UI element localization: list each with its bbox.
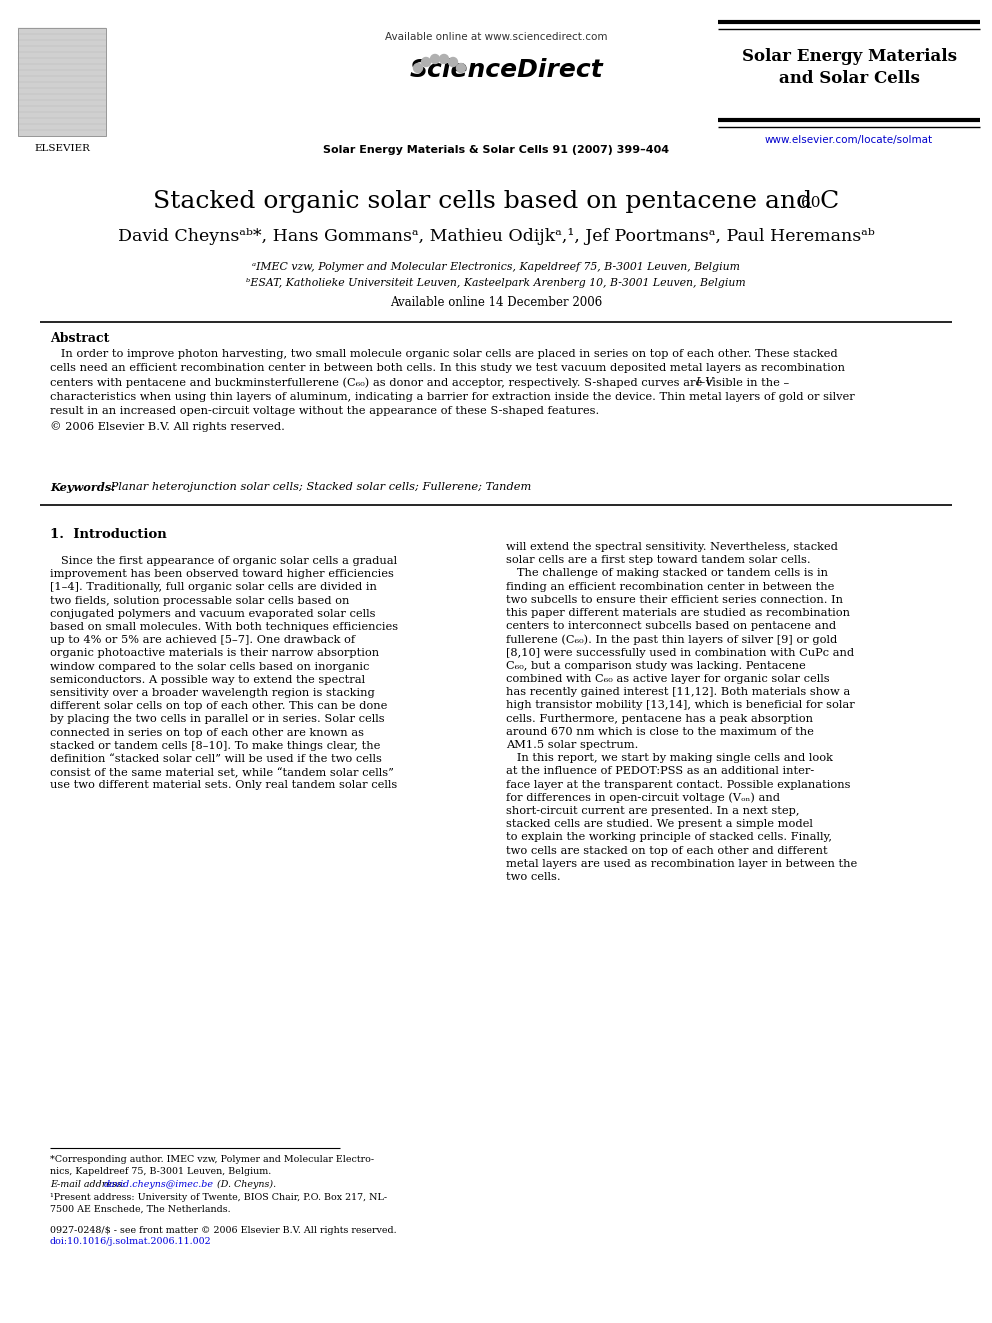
Text: stacked or tandem cells [8–10]. To make things clear, the: stacked or tandem cells [8–10]. To make … — [50, 741, 380, 750]
Text: centers to interconnect subcells based on pentacene and: centers to interconnect subcells based o… — [506, 622, 836, 631]
Text: improvement has been observed toward higher efficiencies: improvement has been observed toward hig… — [50, 569, 394, 579]
Text: two subcells to ensure their efficient series connection. In: two subcells to ensure their efficient s… — [506, 595, 843, 605]
Text: 0927-0248/$ - see front matter © 2006 Elsevier B.V. All rights reserved.: 0927-0248/$ - see front matter © 2006 El… — [50, 1226, 397, 1234]
Text: ScienceDirect: ScienceDirect — [409, 58, 603, 82]
Circle shape — [456, 64, 465, 73]
Text: organic photoactive materials is their narrow absorption: organic photoactive materials is their n… — [50, 648, 379, 659]
Text: cells. Furthermore, pentacene has a peak absorption: cells. Furthermore, pentacene has a peak… — [506, 713, 813, 724]
Text: metal layers are used as recombination layer in between the: metal layers are used as recombination l… — [506, 859, 857, 869]
Text: C₆₀, but a comparison study was lacking. Pentacene: C₆₀, but a comparison study was lacking.… — [506, 660, 806, 671]
Text: Keywords:: Keywords: — [50, 482, 115, 493]
Text: Abstract: Abstract — [50, 332, 109, 345]
Text: conjugated polymers and vacuum evaporated solar cells: conjugated polymers and vacuum evaporate… — [50, 609, 376, 619]
Text: use two different material sets. Only real tandem solar cells: use two different material sets. Only re… — [50, 781, 397, 790]
Text: window compared to the solar cells based on inorganic: window compared to the solar cells based… — [50, 662, 369, 672]
Text: *Corresponding author. IMEC vzw, Polymer and Molecular Electro-: *Corresponding author. IMEC vzw, Polymer… — [50, 1155, 374, 1164]
Text: combined with C₆₀ as active layer for organic solar cells: combined with C₆₀ as active layer for or… — [506, 673, 829, 684]
Text: this paper different materials are studied as recombination: this paper different materials are studi… — [506, 609, 850, 618]
Text: david.cheyns@imec.be: david.cheyns@imec.be — [104, 1180, 214, 1189]
Text: Stacked organic solar cells based on pentacene and C: Stacked organic solar cells based on pen… — [153, 191, 839, 213]
Text: will extend the spectral sensitivity. Nevertheless, stacked: will extend the spectral sensitivity. Ne… — [506, 542, 838, 552]
Text: finding an efficient recombination center in between the: finding an efficient recombination cente… — [506, 582, 834, 591]
Text: to explain the working principle of stacked cells. Finally,: to explain the working principle of stac… — [506, 832, 832, 843]
Text: ELSEVIER: ELSEVIER — [34, 144, 90, 153]
Circle shape — [422, 57, 431, 66]
Text: for differences in open-circuit voltage (Vₒₙ) and: for differences in open-circuit voltage … — [506, 792, 780, 803]
Text: Planar heterojunction solar cells; Stacked solar cells; Fullerene; Tandem: Planar heterojunction solar cells; Stack… — [107, 482, 532, 492]
Text: In this report, we start by making single cells and look: In this report, we start by making singl… — [506, 753, 833, 763]
Text: 7500 AE Enschede, The Netherlands.: 7500 AE Enschede, The Netherlands. — [50, 1205, 230, 1215]
Text: face layer at the transparent contact. Possible explanations: face layer at the transparent contact. P… — [506, 779, 850, 790]
Text: semiconductors. A possible way to extend the spectral: semiconductors. A possible way to extend… — [50, 675, 365, 685]
Text: 1.  Introduction: 1. Introduction — [50, 528, 167, 541]
Text: definition “stacked solar cell” will be used if the two cells: definition “stacked solar cell” will be … — [50, 754, 382, 763]
Text: by placing the two cells in parallel or in series. Solar cells: by placing the two cells in parallel or … — [50, 714, 385, 725]
Text: solar cells are a first step toward tandem solar cells.: solar cells are a first step toward tand… — [506, 556, 810, 565]
Text: The challenge of making stacked or tandem cells is in: The challenge of making stacked or tande… — [506, 569, 828, 578]
Text: Since the first appearance of organic solar cells a gradual: Since the first appearance of organic so… — [50, 556, 397, 566]
Text: at the influence of PEDOT:PSS as an additional inter-: at the influence of PEDOT:PSS as an addi… — [506, 766, 814, 777]
Text: consist of the same material set, while “tandem solar cells”: consist of the same material set, while … — [50, 767, 394, 778]
Text: two fields, solution processable solar cells based on: two fields, solution processable solar c… — [50, 595, 349, 606]
Text: In order to improve photon harvesting, two small molecule organic solar cells ar: In order to improve photon harvesting, t… — [50, 349, 855, 431]
Text: (D. Cheyns).: (D. Cheyns). — [214, 1180, 276, 1189]
Text: www.elsevier.com/locate/solmat: www.elsevier.com/locate/solmat — [765, 135, 933, 146]
Text: Available online 14 December 2006: Available online 14 December 2006 — [390, 296, 602, 310]
Bar — [18, 28, 106, 136]
Text: connected in series on top of each other are known as: connected in series on top of each other… — [50, 728, 364, 738]
Text: Solar Energy Materials
and Solar Cells: Solar Energy Materials and Solar Cells — [741, 48, 956, 87]
Text: stacked cells are studied. We present a simple model: stacked cells are studied. We present a … — [506, 819, 812, 830]
Text: nics, Kapeldreef 75, B-3001 Leuven, Belgium.: nics, Kapeldreef 75, B-3001 Leuven, Belg… — [50, 1167, 271, 1176]
Text: I–V: I–V — [695, 377, 713, 386]
Circle shape — [448, 57, 457, 66]
Text: different solar cells on top of each other. This can be done: different solar cells on top of each oth… — [50, 701, 387, 712]
Circle shape — [431, 54, 439, 64]
Text: Solar Energy Materials & Solar Cells 91 (2007) 399–404: Solar Energy Materials & Solar Cells 91 … — [323, 146, 669, 155]
Text: AM1.5 solar spectrum.: AM1.5 solar spectrum. — [506, 740, 639, 750]
Text: Available online at www.sciencedirect.com: Available online at www.sciencedirect.co… — [385, 32, 607, 42]
Text: high transistor mobility [13,14], which is beneficial for solar: high transistor mobility [13,14], which … — [506, 700, 855, 710]
Text: [1–4]. Traditionally, full organic solar cells are divided in: [1–4]. Traditionally, full organic solar… — [50, 582, 377, 593]
Text: E-mail address:: E-mail address: — [50, 1180, 128, 1189]
Text: around 670 nm which is close to the maximum of the: around 670 nm which is close to the maxi… — [506, 726, 813, 737]
Text: two cells are stacked on top of each other and different: two cells are stacked on top of each oth… — [506, 845, 827, 856]
Text: ¹Present address: University of Twente, BIOS Chair, P.O. Box 217, NL-: ¹Present address: University of Twente, … — [50, 1193, 387, 1203]
Text: short-circuit current are presented. In a next step,: short-circuit current are presented. In … — [506, 806, 800, 816]
Text: two cells.: two cells. — [506, 872, 560, 882]
Text: up to 4% or 5% are achieved [5–7]. One drawback of: up to 4% or 5% are achieved [5–7]. One d… — [50, 635, 355, 646]
Text: doi:10.1016/j.solmat.2006.11.002: doi:10.1016/j.solmat.2006.11.002 — [50, 1237, 211, 1246]
Text: based on small molecules. With both techniques efficiencies: based on small molecules. With both tech… — [50, 622, 398, 632]
Circle shape — [414, 64, 423, 73]
Text: David Cheynsᵃᵇ*, Hans Gommansᵃ, Mathieu Odijkᵃ,¹, Jef Poortmansᵃ, Paul Heremansᵃ: David Cheynsᵃᵇ*, Hans Gommansᵃ, Mathieu … — [118, 228, 874, 245]
Text: fullerene (C₆₀). In the past thin layers of silver [9] or gold: fullerene (C₆₀). In the past thin layers… — [506, 635, 837, 644]
Text: sensitivity over a broader wavelength region is stacking: sensitivity over a broader wavelength re… — [50, 688, 375, 699]
Circle shape — [439, 54, 448, 64]
Text: [8,10] were successfully used in combination with CuPc and: [8,10] were successfully used in combina… — [506, 647, 854, 658]
Text: ᵇESAT, Katholieke Universiteit Leuven, Kasteelpark Arenberg 10, B-3001 Leuven, B: ᵇESAT, Katholieke Universiteit Leuven, K… — [246, 278, 746, 288]
Text: has recently gained interest [11,12]. Both materials show a: has recently gained interest [11,12]. Bo… — [506, 687, 850, 697]
Text: 60: 60 — [801, 196, 820, 210]
Text: ᵃIMEC vzw, Polymer and Molecular Electronics, Kapeldreef 75, B-3001 Leuven, Belg: ᵃIMEC vzw, Polymer and Molecular Electro… — [252, 262, 740, 273]
